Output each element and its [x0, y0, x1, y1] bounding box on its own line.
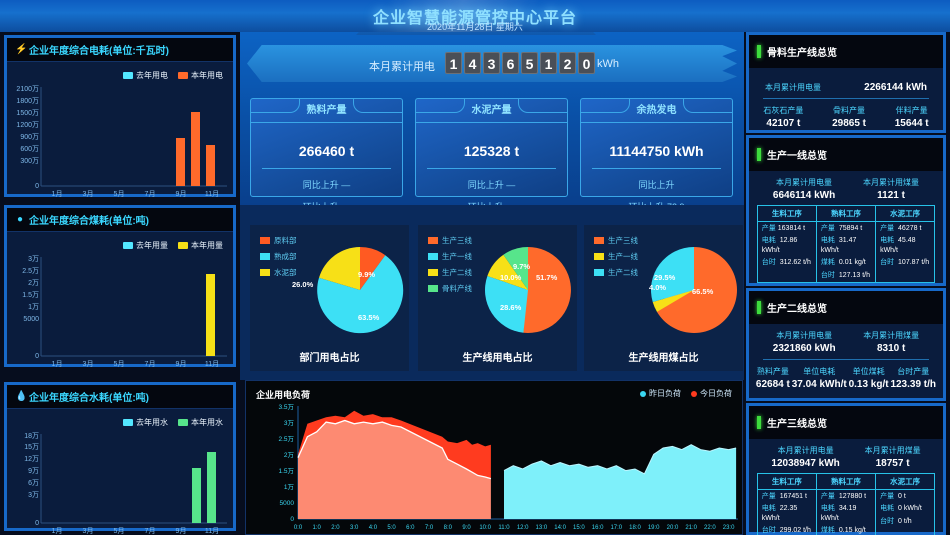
svg-text:1万: 1万 [28, 303, 39, 311]
svg-text:20:0: 20:0 [667, 525, 679, 531]
svg-text:2万: 2万 [28, 279, 39, 287]
svg-text:0:0: 0:0 [294, 525, 303, 531]
svg-text:1月: 1月 [52, 527, 63, 535]
svg-text:1月: 1月 [52, 360, 63, 368]
svg-text:7月: 7月 [145, 360, 156, 368]
svg-text:10:0: 10:0 [479, 525, 491, 531]
svg-text:300万: 300万 [20, 157, 39, 165]
svg-text:5000: 5000 [280, 500, 295, 507]
svg-text:9:0: 9:0 [462, 525, 471, 531]
svg-text:11月: 11月 [205, 527, 219, 535]
svg-text:11:0: 11:0 [498, 525, 510, 531]
svg-text:13:0: 13:0 [536, 525, 548, 531]
svg-text:9万: 9万 [28, 467, 39, 475]
svg-text:0: 0 [290, 516, 294, 523]
svg-text:2:0: 2:0 [331, 525, 340, 531]
svg-text:900万: 900万 [20, 133, 39, 141]
svg-text:1:0: 1:0 [313, 525, 322, 531]
svg-text:18万: 18万 [24, 432, 39, 440]
svg-text:4:0: 4:0 [369, 525, 378, 531]
svg-text:2.5万: 2.5万 [278, 435, 294, 443]
svg-text:9月: 9月 [176, 190, 187, 198]
svg-text:0: 0 [35, 353, 39, 360]
svg-text:3万: 3万 [284, 419, 295, 427]
svg-text:6:0: 6:0 [406, 525, 415, 531]
svg-text:3万: 3万 [28, 255, 39, 263]
svg-text:22:0: 22:0 [704, 525, 716, 531]
svg-text:15万: 15万 [24, 443, 39, 451]
svg-text:3月: 3月 [83, 190, 94, 198]
svg-text:14:0: 14:0 [554, 525, 566, 531]
svg-text:7月: 7月 [145, 527, 156, 535]
svg-text:3.5万: 3.5万 [278, 403, 294, 411]
svg-text:5月: 5月 [114, 527, 125, 535]
svg-text:12万: 12万 [24, 455, 39, 463]
svg-text:5月: 5月 [114, 190, 125, 198]
svg-text:17:0: 17:0 [610, 525, 622, 531]
svg-text:11月: 11月 [205, 190, 219, 198]
svg-text:3:0: 3:0 [350, 525, 359, 531]
svg-text:11月: 11月 [205, 360, 219, 368]
svg-text:5:0: 5:0 [387, 525, 396, 531]
svg-text:6万: 6万 [28, 479, 39, 487]
svg-text:5000: 5000 [23, 316, 39, 323]
svg-text:1500万: 1500万 [16, 109, 39, 117]
svg-text:2万: 2万 [284, 451, 295, 459]
svg-text:16:0: 16:0 [592, 525, 604, 531]
svg-text:12:0: 12:0 [517, 525, 529, 531]
svg-text:1.5万: 1.5万 [278, 467, 294, 475]
svg-text:600万: 600万 [20, 145, 39, 153]
svg-text:3月: 3月 [83, 527, 94, 535]
svg-text:0: 0 [35, 520, 39, 527]
svg-text:1800万: 1800万 [16, 97, 39, 105]
svg-text:15:0: 15:0 [573, 525, 585, 531]
svg-text:18:0: 18:0 [629, 525, 641, 531]
svg-text:3万: 3万 [28, 491, 39, 499]
svg-text:0: 0 [35, 183, 39, 190]
svg-text:19:0: 19:0 [648, 525, 660, 531]
svg-text:23:0: 23:0 [723, 525, 735, 531]
svg-text:7月: 7月 [145, 190, 156, 198]
svg-text:9月: 9月 [176, 527, 187, 535]
svg-text:2100万: 2100万 [16, 85, 39, 93]
svg-text:7:0: 7:0 [425, 525, 434, 531]
svg-text:5月: 5月 [114, 360, 125, 368]
svg-text:21:0: 21:0 [685, 525, 697, 531]
svg-text:1月: 1月 [52, 190, 63, 198]
svg-text:9月: 9月 [176, 360, 187, 368]
svg-text:2.5万: 2.5万 [22, 267, 39, 275]
svg-text:3月: 3月 [83, 360, 94, 368]
svg-text:8:0: 8:0 [444, 525, 453, 531]
svg-text:1200万: 1200万 [16, 121, 39, 129]
svg-text:1万: 1万 [284, 483, 295, 491]
svg-text:1.5万: 1.5万 [22, 291, 39, 299]
